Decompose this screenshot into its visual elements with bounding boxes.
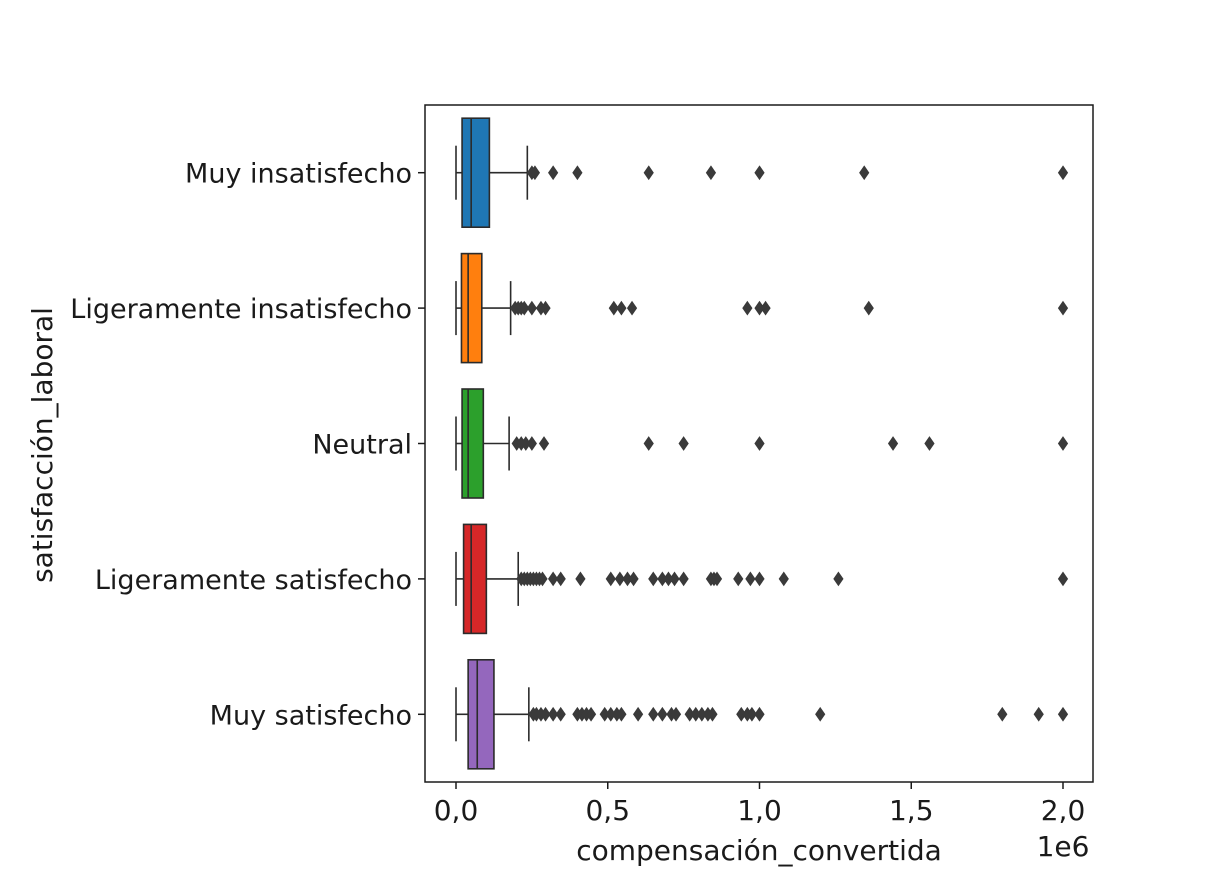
outlier-point [616, 706, 627, 722]
y-tick-label: Ligeramente insatisfecho [70, 294, 412, 325]
x-tick-label: 0,5 [585, 794, 630, 827]
outlier-point [643, 436, 654, 451]
outlier-point [863, 300, 874, 316]
outlier-point [519, 300, 530, 316]
outlier-point [754, 706, 765, 722]
outlier-point [540, 300, 551, 316]
outlier-point [643, 165, 654, 181]
outlier-point [572, 165, 583, 181]
outlier-point [1057, 706, 1069, 722]
x-tick-label: 1,5 [889, 794, 934, 827]
outlier-point [733, 571, 744, 587]
outlier-point [754, 165, 765, 181]
box-group [455, 658, 1069, 770]
outlier-point [778, 571, 789, 587]
outlier-point [648, 706, 659, 722]
outlier-point [555, 706, 566, 722]
box-iqr [460, 252, 483, 364]
outlier-point [605, 571, 616, 587]
outlier-point [585, 706, 597, 722]
outlier-point [548, 571, 559, 587]
outlier-point [670, 706, 682, 722]
outlier-point [859, 165, 870, 181]
outlier-point [754, 571, 765, 587]
outlier-point [711, 571, 723, 587]
outlier-point [707, 706, 718, 722]
outlier-point [1033, 706, 1044, 722]
outlier-point [548, 706, 559, 722]
outlier-point [608, 300, 619, 316]
outlier-point [1057, 165, 1069, 181]
y-tick-label: Ligeramente satisfecho [95, 565, 412, 596]
outlier-point [540, 706, 551, 722]
box-iqr [461, 388, 485, 499]
outlier-point [705, 165, 717, 181]
outlier-point [1057, 436, 1069, 451]
outlier-point [833, 571, 844, 587]
x-axis-offset-label: 1e6 [1037, 830, 1090, 863]
outlier-point [537, 571, 548, 587]
outlier-point [924, 436, 935, 451]
outlier-point [754, 436, 765, 451]
outlier-point [575, 571, 586, 587]
box-group [455, 117, 1069, 228]
outlier-point [745, 571, 756, 587]
x-tick-label: 1,0 [737, 794, 782, 827]
outlier-point [1057, 300, 1069, 316]
box-iqr [462, 523, 488, 635]
outlier-point [678, 571, 689, 587]
outlier-point [538, 436, 550, 451]
box-iqr [467, 658, 495, 770]
outlier-point [548, 165, 559, 181]
x-tick-label: 2,0 [1041, 794, 1086, 827]
outlier-point [529, 165, 541, 181]
outlier-point [887, 436, 899, 451]
outlier-point [746, 706, 758, 722]
outlier-point [1057, 571, 1069, 587]
box-iqr [461, 117, 491, 228]
outlier-point [616, 300, 627, 316]
outlier-point [997, 706, 1008, 722]
y-tick-label: Muy satisfecho [210, 700, 412, 731]
outlier-point [632, 706, 644, 722]
outlier-point [526, 300, 537, 316]
outlier-point [628, 571, 639, 587]
y-axis-label: satisfacción_laboral [26, 307, 59, 583]
box-group [455, 388, 1069, 499]
y-tick-label: Neutral [312, 430, 412, 461]
outlier-point [614, 571, 625, 587]
outlier-point [742, 300, 753, 316]
outlier-point [760, 300, 771, 316]
outlier-point [648, 571, 659, 587]
ticks-layer: Muy insatisfecho Ligeramente insatisfecho… [70, 159, 1085, 827]
box-group [455, 252, 1069, 364]
box-group [455, 523, 1069, 635]
y-tick-label: Muy insatisfecho [185, 159, 412, 190]
outlier-point [657, 706, 668, 722]
x-tick-label: 0,0 [434, 794, 479, 827]
outlier-point [678, 436, 689, 451]
boxes-layer [455, 117, 1069, 770]
outlier-point [555, 571, 566, 587]
outlier-point [526, 436, 537, 451]
outlier-point [815, 706, 826, 722]
x-axis-label: compensación_convertida [576, 834, 942, 867]
outlier-point [626, 300, 638, 316]
outlier-point [669, 571, 680, 587]
